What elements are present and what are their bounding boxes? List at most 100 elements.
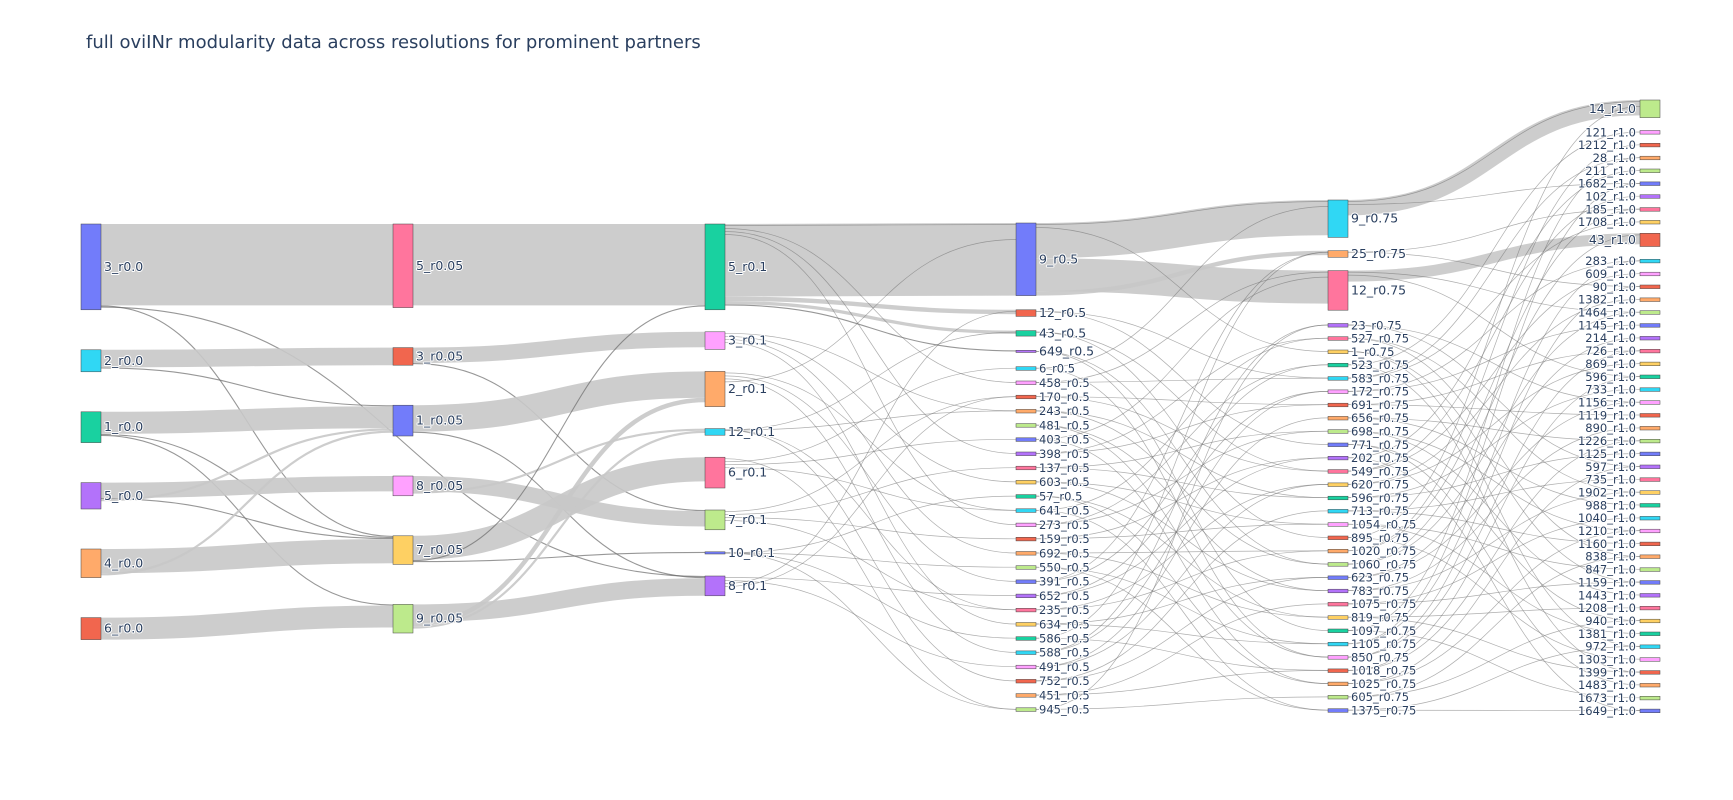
link-895_r0.75-to-1303_r1.0[interactable]: [1347, 537, 1641, 660]
link-3_r0.05-to-3_r0.1[interactable]: [412, 331, 706, 363]
link-783_r0.75-to-890_r1.0[interactable]: [1347, 427, 1641, 592]
link-588_r0.5-to-172_r0.75[interactable]: [1035, 391, 1329, 653]
node-2-r0-1[interactable]: [704, 371, 726, 407]
link-1054_r0.75-to-1381_r1.0[interactable]: [1347, 523, 1641, 634]
link-6_r0.1-to-945_r0.5[interactable]: [724, 458, 1017, 710]
link-850_r0.75-to-90_r1.0[interactable]: [1347, 286, 1641, 658]
node-656-r0-75[interactable]: [1327, 416, 1349, 421]
node-137-r0-5[interactable]: [1015, 465, 1037, 471]
link-12_r0.1-to-43_r0.5[interactable]: [724, 331, 1017, 431]
link-12_r0.75-to-1464_r1.0[interactable]: [1347, 271, 1641, 313]
link-1018_r0.75-to-596_r1.0[interactable]: [1347, 376, 1641, 671]
link-588_r0.5-to-23_r0.75[interactable]: [1035, 324, 1329, 653]
link-527_r0.75-to-838_r1.0[interactable]: [1347, 337, 1641, 557]
link-1020_r0.75-to-185_r1.0[interactable]: [1347, 208, 1641, 552]
node-1040-r1-0[interactable]: [1639, 516, 1661, 521]
link-403_r0.5-to-1025_r0.75[interactable]: [1035, 438, 1329, 684]
link-656_r0.75-to-1226_r1.0[interactable]: [1347, 417, 1641, 442]
link-752_r0.5-to-623_r0.75[interactable]: [1035, 577, 1329, 682]
link-1105_r0.75-to-1682_r1.0[interactable]: [1347, 183, 1641, 645]
node-273-r0-5[interactable]: [1015, 522, 1037, 527]
link-137_r0.5-to-596_r0.75[interactable]: [1035, 467, 1329, 499]
link-1097_r0.75-to-28_r1.0[interactable]: [1347, 157, 1641, 631]
link-586_r0.5-to-25_r0.75[interactable]: [1035, 251, 1329, 639]
node-3-r0-1[interactable]: [704, 331, 726, 350]
link-2_r0.1-to-391_r0.5[interactable]: [724, 375, 1017, 582]
link-1097_r0.75-to-1673_r1.0[interactable]: [1347, 630, 1641, 699]
node-752-r0-5[interactable]: [1015, 679, 1037, 684]
link-1025_r0.75-to-1210_r1.0[interactable]: [1347, 530, 1641, 684]
link-605_r0.75-to-940_r1.0[interactable]: [1347, 620, 1641, 698]
link-603_r0.5-to-1054_r0.75[interactable]: [1035, 481, 1329, 525]
link-649_r0.5-to-1097_r0.75[interactable]: [1035, 351, 1329, 631]
link-691_r0.75-to-726_r1.0[interactable]: [1347, 350, 1641, 406]
link-1_r0.0-to-1_r0.05[interactable]: [100, 406, 394, 434]
link-8_r0.1-to-12_r0.5[interactable]: [724, 310, 1017, 584]
node-609-r1-0[interactable]: [1639, 271, 1661, 277]
link-1_r0.75-to-1159_r1.0[interactable]: [1347, 351, 1641, 583]
link-172_r0.75-to-283_r1.0[interactable]: [1347, 260, 1641, 392]
node-2-r0-0[interactable]: [80, 349, 102, 373]
link-23_r0.75-to-1156_r1.0[interactable]: [1347, 324, 1641, 403]
node-1-r0-75[interactable]: [1327, 349, 1349, 354]
link-713_r0.75-to-1160_r1.0[interactable]: [1347, 510, 1641, 544]
node-1-r0-05[interactable]: [392, 404, 414, 437]
node-691-r0-75[interactable]: [1327, 402, 1349, 408]
link-2_r0.0-to-3_r0.05[interactable]: [100, 347, 394, 368]
node-25-r0-75[interactable]: [1327, 250, 1349, 258]
link-159_r0.5-to-1054_r0.75[interactable]: [1035, 523, 1329, 540]
node-850-r0-75[interactable]: [1327, 655, 1349, 660]
link-235_r0.5-to-1020_r0.75[interactable]: [1035, 550, 1329, 611]
node-121-r1-0[interactable]: [1639, 130, 1661, 135]
link-3_r0.1-to-634_r0.5[interactable]: [724, 341, 1017, 625]
node-1902-r1-0[interactable]: [1639, 490, 1661, 495]
node-1226-r1-0[interactable]: [1639, 439, 1661, 444]
link-623_r0.75-to-1156_r1.0[interactable]: [1347, 401, 1641, 578]
link-273_r0.5-to-698_r0.75[interactable]: [1035, 430, 1329, 525]
node-1483-r1-0[interactable]: [1639, 683, 1661, 688]
link-1075_r0.75-to-1159_r1.0[interactable]: [1347, 581, 1641, 605]
link-202_r0.75-to-1649_r1.0[interactable]: [1347, 457, 1641, 711]
node-838-r1-0[interactable]: [1639, 554, 1661, 559]
link-620_r0.75-to-869_r1.0[interactable]: [1347, 363, 1641, 485]
node-1381-r1-0[interactable]: [1639, 631, 1661, 636]
link-1_r0.0-to-9_r0.05[interactable]: [100, 434, 394, 606]
link-2_r0.1-to-641_r0.5[interactable]: [724, 372, 1017, 511]
link-3_r0.1-to-692_r0.5[interactable]: [724, 338, 1017, 554]
node-1303-r1-0[interactable]: [1639, 657, 1661, 662]
node-6-r0-0[interactable]: [80, 617, 102, 640]
node-1464-r1-0[interactable]: [1639, 310, 1661, 315]
link-945_r0.5-to-23_r0.75[interactable]: [1035, 324, 1329, 710]
link-9_r0.75-to-14_r1.0[interactable]: [1347, 101, 1641, 202]
node-1375-r0-75[interactable]: [1327, 708, 1349, 713]
node-940-r1-0[interactable]: [1639, 618, 1661, 624]
node-12-r0-75[interactable]: [1327, 270, 1349, 311]
link-12_r0.1-to-243_r0.5[interactable]: [724, 410, 1017, 431]
link-6_r0.5-to-850_r0.75[interactable]: [1035, 367, 1329, 658]
link-3_r0.1-to-603_r0.5[interactable]: [724, 335, 1017, 483]
node-1649-r1-0[interactable]: [1639, 708, 1661, 713]
node-451-r0-5[interactable]: [1015, 693, 1037, 698]
link-698_r0.75-to-1443_r1.0[interactable]: [1347, 430, 1641, 596]
link-170_r0.5-to-691_r0.75[interactable]: [1035, 396, 1329, 406]
node-1399-r1-0[interactable]: [1639, 670, 1661, 675]
link-527_r0.75-to-1902_r1.0[interactable]: [1347, 337, 1641, 493]
node-5-r0-0[interactable]: [80, 482, 102, 510]
link-5_r0.0-to-7_r0.05[interactable]: [100, 498, 394, 540]
node-596-r0-75[interactable]: [1327, 495, 1349, 501]
link-10_r0.1-to-550_r0.5[interactable]: [724, 552, 1017, 568]
link-1054_r0.75-to-847_r1.0[interactable]: [1347, 523, 1641, 570]
node-1-r0-0[interactable]: [80, 411, 102, 443]
link-620_r0.75-to-1382_r1.0[interactable]: [1347, 299, 1641, 485]
node-523-r0-75[interactable]: [1327, 363, 1349, 368]
node-5-r0-1[interactable]: [704, 223, 726, 311]
node-869-r1-0[interactable]: [1639, 361, 1661, 366]
link-771_r0.75-to-940_r1.0[interactable]: [1347, 444, 1641, 622]
node-733-r1-0[interactable]: [1639, 387, 1661, 392]
node-620-r0-75[interactable]: [1327, 482, 1349, 487]
node-403-r0-5[interactable]: [1015, 437, 1037, 442]
link-2_r0.1-to-588_r0.5[interactable]: [724, 378, 1017, 653]
link-25_r0.75-to-90_r1.0[interactable]: [1347, 251, 1641, 287]
node-7-r0-1[interactable]: [704, 509, 726, 531]
link-5_r0.1-to-9_r0.5[interactable]: [724, 223, 1017, 297]
